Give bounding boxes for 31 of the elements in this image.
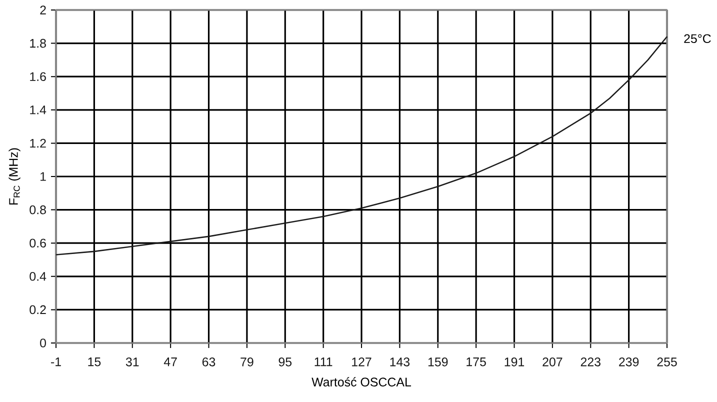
y-tick-label: 1.6: [30, 72, 46, 82]
x-tick-label: 255: [657, 358, 677, 366]
x-tick-label: 111: [314, 358, 332, 366]
x-tick-label: 63: [202, 358, 216, 366]
y-tick-label: 1: [40, 172, 46, 181]
y-tick-label: 1.8: [30, 38, 46, 48]
x-tick-label: 79: [240, 358, 254, 366]
x-tick-label: 239: [619, 358, 639, 366]
x-tick-label: 95: [278, 358, 292, 366]
x-tick-label: -1: [51, 358, 61, 366]
x-tick-label: 31: [126, 358, 139, 366]
series-label: 25°C: [684, 34, 711, 44]
x-tick-label: 47: [164, 358, 177, 366]
y-tick-label: 0.6: [30, 238, 46, 248]
x-tick-label: 223: [580, 358, 600, 366]
x-tick-label: 127: [352, 358, 372, 366]
x-tick-label: 143: [390, 358, 410, 366]
y-tick-label: 0.2: [30, 305, 46, 314]
x-tick-label: 15: [88, 358, 101, 366]
y-axis-title: F$_{RC}$ (MHz): [8, 148, 20, 205]
x-tick-label: 207: [542, 358, 562, 366]
x-tick-label: 191: [504, 358, 524, 366]
y-tick-label: 1.4: [30, 106, 46, 114]
y-tick-label: 0.4: [30, 272, 46, 281]
y-tick-label: 2: [40, 6, 46, 14]
x-tick-label: 159: [428, 358, 448, 366]
y-tick-label: 0.8: [30, 205, 46, 214]
y-tick-label: 0: [40, 338, 46, 348]
x-tick-label: 175: [466, 358, 486, 366]
y-tick-label: 1.2: [30, 138, 46, 148]
x-axis-title: Wartość OSCCAL: [312, 377, 412, 386]
